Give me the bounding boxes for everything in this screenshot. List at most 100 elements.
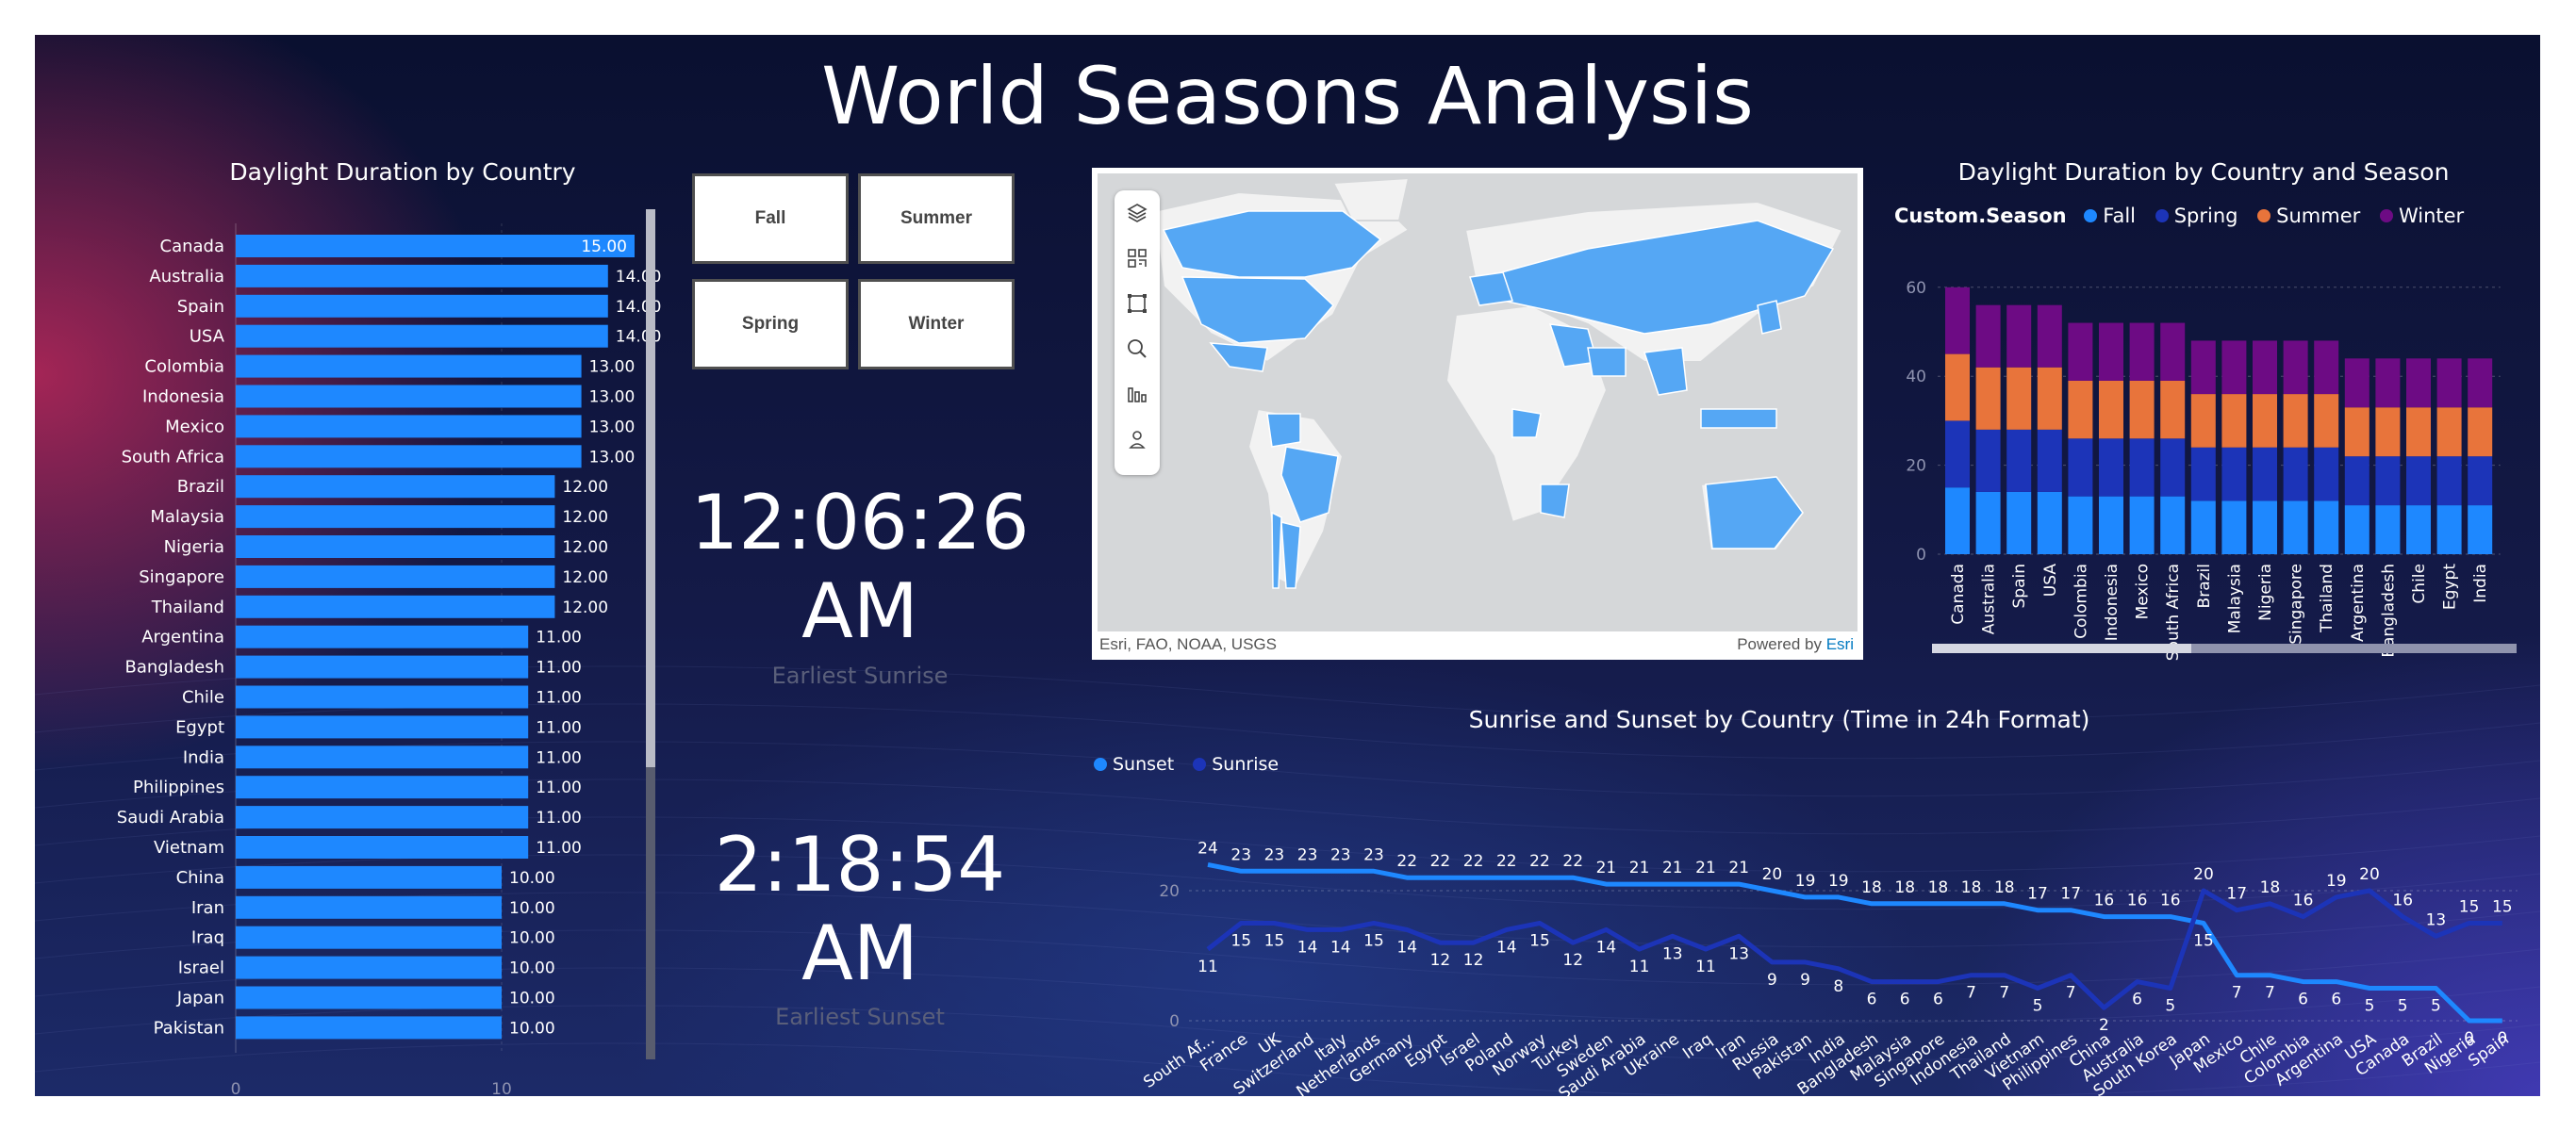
map-region-russia-china[interactable]	[1482, 220, 1835, 335]
bar-category-label: Colombia	[144, 357, 224, 377]
map-region-indonesia[interactable]	[1700, 408, 1777, 429]
map-region-usa[interactable]	[1181, 276, 1335, 344]
slicer-button-winter[interactable]: Winter	[858, 279, 1015, 369]
map-region-chile[interactable]	[1271, 511, 1282, 589]
scrollbar-thumb[interactable]	[646, 209, 655, 767]
bar-chart-scrollbar[interactable]	[646, 209, 655, 1059]
data-label-sunset: 23	[1264, 845, 1285, 864]
legend-item-spring[interactable]: Spring	[2155, 205, 2237, 227]
stacked-segment-summer	[2468, 407, 2493, 457]
stacked-scrollbar-thumb[interactable]	[1932, 644, 2191, 653]
person-pin-icon[interactable]	[1122, 424, 1152, 454]
data-label-sunset: 17	[2060, 885, 2081, 904]
legend-item-sunset[interactable]: Sunset	[1094, 754, 1174, 775]
bar-category-label: Japan	[176, 989, 224, 1008]
map-region-japan[interactable]	[1757, 300, 1782, 335]
data-label-sunset: 18	[1961, 878, 1982, 897]
data-label-sunset: 23	[1363, 845, 1384, 864]
map-region-brazil[interactable]	[1280, 446, 1339, 523]
data-label-sunset: 22	[1430, 852, 1451, 871]
map-region-india[interactable]	[1643, 347, 1688, 396]
map-region-nigeria[interactable]	[1511, 408, 1542, 438]
stacked-segment-spring	[2344, 456, 2370, 506]
slicer-button-spring[interactable]: Spring	[692, 279, 849, 369]
search-icon[interactable]	[1122, 334, 1152, 364]
data-label-sunrise: 13	[2426, 910, 2447, 929]
stacked-segment-fall	[2406, 505, 2431, 554]
stacked-segment-fall	[2037, 491, 2062, 554]
bar-category-label: Thailand	[151, 598, 224, 617]
bar-category-label: Indonesia	[142, 387, 224, 407]
map-region-australia[interactable]	[1705, 476, 1804, 549]
bar-egypt	[236, 715, 529, 739]
bar-value-label: 13.00	[589, 388, 636, 407]
bar-category-label: Argentina	[141, 628, 224, 647]
data-label-sunrise: 6	[1900, 991, 1910, 1009]
data-label-sunset: 22	[1396, 852, 1417, 871]
esri-link[interactable]: Esri	[1825, 635, 1854, 653]
bar-value-label: 13.00	[589, 418, 636, 436]
bar-value-label: 11.00	[536, 779, 582, 797]
data-label-sunrise: 9	[1800, 971, 1810, 990]
stacked-segment-winter	[2283, 340, 2308, 395]
x-category-label: Singapore	[2287, 564, 2306, 645]
select-rectangle-icon[interactable]	[1122, 288, 1152, 319]
bar-chart-icon[interactable]	[1122, 379, 1152, 409]
data-label-sunrise: 14	[1297, 938, 1318, 957]
stacked-chart-scrollbar[interactable]	[1932, 644, 2517, 653]
legend-item-winter[interactable]: Winter	[2379, 205, 2464, 227]
map-canvas[interactable]	[1098, 173, 1858, 631]
world-map-land	[1152, 176, 1844, 590]
layers-icon[interactable]	[1122, 198, 1152, 228]
map-region-mexico[interactable]	[1209, 342, 1268, 372]
map-region-canada[interactable]	[1162, 210, 1382, 278]
stacked-segment-fall	[2160, 496, 2186, 554]
slicer-button-summer[interactable]: Summer	[858, 173, 1015, 264]
legend-item-summer[interactable]: Summer	[2257, 205, 2360, 227]
earliest-sunrise-ampm: AM	[801, 567, 918, 655]
legend-item-sunrise[interactable]: Sunrise	[1193, 754, 1279, 775]
data-label-sunrise: 5	[2033, 997, 2043, 1016]
bar-value-label: 11.00	[536, 629, 582, 647]
data-label-sunrise: 14	[1496, 938, 1517, 957]
data-label-sunrise: 13	[1662, 944, 1683, 963]
map-region-south-africa[interactable]	[1540, 484, 1570, 518]
bar-value-label: 10.00	[509, 929, 555, 948]
bar-category-label: Iraq	[191, 928, 224, 948]
bar-category-label: Singapore	[139, 567, 224, 587]
bar-thailand	[236, 595, 555, 618]
stacked-segment-summer	[2037, 367, 2062, 430]
bar-chile	[236, 685, 529, 709]
bar-category-label: Canada	[160, 237, 225, 256]
data-label-sunset: 19	[1795, 872, 1816, 891]
slicer-button-fall[interactable]: Fall	[692, 173, 849, 264]
bar-mexico	[236, 415, 582, 438]
bar-value-label: 13.00	[589, 448, 636, 467]
x-category-label: India	[2471, 564, 2490, 603]
map-powered-by: Powered by Esri	[1737, 635, 1854, 654]
data-label-sunset: 0	[2464, 1029, 2474, 1048]
map-region-colombia[interactable]	[1266, 413, 1301, 448]
earliest-sunset-ampm: AM	[801, 910, 918, 997]
earliest-sunset-time: 2:18:54	[714, 821, 1006, 909]
data-label-sunset: 22	[1496, 852, 1517, 871]
map-attribution: Esri, FAO, NOAA, USGS	[1099, 635, 1277, 653]
data-label-sunrise: 15	[1230, 932, 1251, 951]
map-toolbar	[1115, 190, 1160, 475]
map-region-argentina[interactable]	[1280, 521, 1301, 589]
y-tick-label: 20	[1906, 457, 1926, 476]
map-region-saudi-arabia[interactable]	[1587, 347, 1627, 377]
legend-dot-spring	[2155, 209, 2169, 222]
legend-item-fall[interactable]: Fall	[2084, 205, 2136, 227]
map-region-europe[interactable]	[1469, 271, 1513, 306]
world-map[interactable]: Esri, FAO, NOAA, USGS Powered by Esri	[1092, 168, 1863, 660]
stacked-segment-summer	[2160, 380, 2186, 439]
qr-code-icon[interactable]	[1122, 243, 1152, 273]
powered-by-text: Powered by	[1737, 635, 1822, 653]
bar-usa	[236, 324, 608, 348]
series-line-sunset	[1207, 861, 2502, 1024]
bar-category-label: India	[183, 747, 224, 767]
data-label-sunset: 23	[1330, 845, 1351, 864]
bar-value-label: 11.00	[536, 659, 582, 678]
bar-malaysia	[236, 505, 555, 529]
